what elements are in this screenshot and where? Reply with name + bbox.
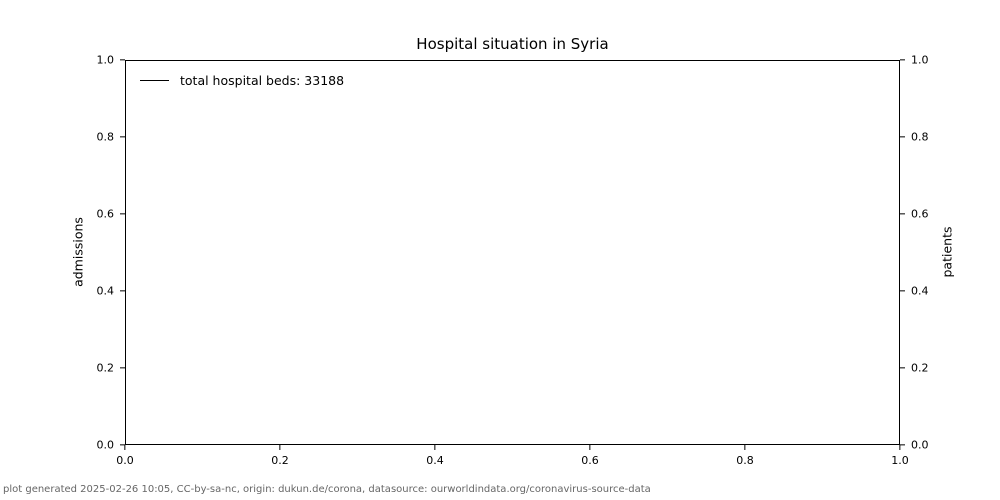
y-tick-mark — [900, 59, 905, 61]
y-tick-mark — [900, 213, 905, 215]
x-tick-label: 1.0 — [891, 454, 909, 467]
y-tick-label: 1.0 — [96, 53, 115, 67]
legend-line-swatch — [140, 79, 169, 81]
y-axis-left-label: admissions — [70, 217, 86, 287]
y-tick-label: 0.0 — [96, 438, 115, 452]
y-tick-mark — [120, 213, 125, 215]
x-tick-mark — [589, 445, 591, 450]
x-axis-ticks: 0.0 0.2 0.4 0.6 0.8 1.0 — [116, 445, 909, 475]
x-tick-mark — [899, 445, 901, 450]
legend-entry: total hospital beds: 33188 — [140, 71, 344, 89]
y-tick-mark — [120, 290, 125, 292]
y-tick-label: 0.2 — [96, 361, 115, 375]
y-tick-label: 0.4 — [911, 284, 929, 298]
legend-entry-label: total hospital beds: 33188 — [180, 72, 345, 88]
y-tick-mark — [120, 444, 125, 446]
legend: total hospital beds: 33188 — [140, 71, 344, 89]
y-tick-mark — [120, 136, 125, 138]
y-tick-mark — [120, 59, 125, 61]
plot-area: total hospital beds: 33188 — [125, 60, 900, 445]
x-tick-mark — [279, 445, 281, 450]
x-tick-label: 0.6 — [581, 454, 599, 467]
y-tick-mark — [900, 367, 905, 369]
page-title: Hospital situation in Syria — [416, 35, 609, 53]
y-tick-label: 0.4 — [96, 284, 115, 298]
y-tick-label: 0.8 — [96, 130, 115, 144]
x-tick-label: 0.2 — [271, 454, 289, 467]
figure-footer: plot generated 2025-02-26 10:05, CC-by-s… — [3, 484, 651, 495]
y-axis-right-label: patients — [939, 226, 955, 278]
y-axis-left-ticks: 0.0 0.2 0.4 0.6 0.8 1.0 — [0, 54, 125, 452]
y-tick-label: 0.8 — [911, 130, 929, 144]
y-axis-right-ticks: 0.0 0.2 0.4 0.6 0.8 1.0 — [900, 54, 1000, 452]
y-tick-mark — [900, 444, 905, 446]
x-tick-mark — [744, 445, 746, 450]
y-tick-mark — [900, 290, 905, 292]
x-tick-mark — [434, 445, 436, 450]
x-tick-label: 0.8 — [736, 454, 754, 467]
y-tick-mark — [900, 136, 905, 138]
x-tick-label: 0.4 — [426, 454, 444, 467]
x-tick-mark — [124, 445, 126, 450]
x-tick-label: 0.0 — [116, 454, 134, 467]
y-tick-label: 0.2 — [911, 361, 929, 375]
y-tick-label: 0.6 — [911, 207, 929, 221]
y-tick-mark — [120, 367, 125, 369]
y-tick-label: 0.6 — [96, 207, 115, 221]
y-tick-label: 1.0 — [911, 53, 929, 67]
y-tick-label: 0.0 — [911, 438, 929, 452]
